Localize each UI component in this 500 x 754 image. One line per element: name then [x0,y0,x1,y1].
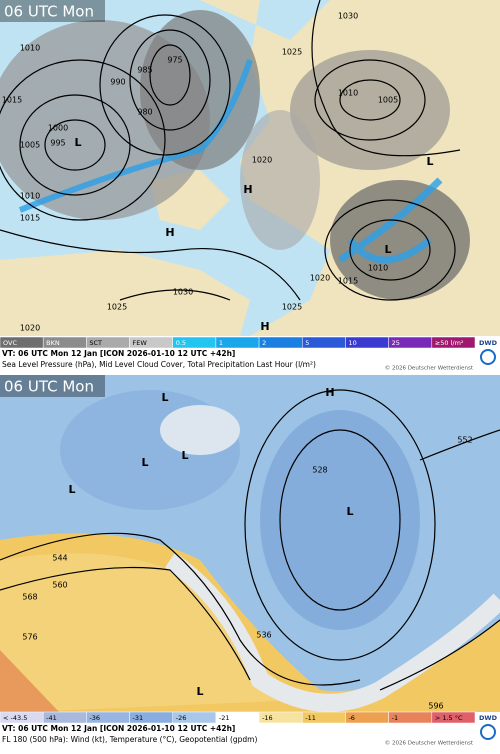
legend-label: > 1.5 °C [435,714,463,722]
legend-label: 0.5 [176,339,186,347]
map-label: 1025 [107,303,127,312]
map-label: 544 [52,554,67,563]
map-label: L [141,456,148,469]
legend-cell [431,711,476,724]
map-label: L [181,449,188,462]
legend-label: BKN [46,339,60,347]
map-label: L [384,243,391,256]
map-label: 552 [457,436,472,445]
map-label: 990 [110,78,125,87]
map-label: 596 [428,702,443,711]
legend-label: ≥50 l/m² [435,339,464,347]
map-label: L [196,685,203,698]
map-label: 1010 [20,192,40,201]
legend-label: SCT [89,339,102,347]
map-label: 1015 [338,277,358,286]
map-label: L [74,136,81,149]
logo-icon [480,349,496,365]
map-label: 1010 [338,89,358,98]
map-label: 995 [50,139,65,148]
legend-label: 2 [262,339,266,347]
panel-title: 06 UTC Mon [4,378,94,396]
map-label: 975 [167,56,182,65]
map-label: 1010 [20,44,40,53]
map-label: 536 [256,631,271,640]
caption-line1: VT: 06 UTC Mon 12 Jan [ICON 2026-01-10 1… [2,349,235,358]
map-label: 1020 [310,274,330,283]
top-map [0,0,500,336]
map-label: L [346,505,353,518]
copyright: © 2026 Deutscher Wetterdienst [385,740,474,747]
map-label: 1005 [378,96,398,105]
caption-line2: Sea Level Pressure (hPa), Mid Level Clou… [2,360,316,369]
legend-label: -31 [133,714,144,722]
map-label: 1025 [282,48,302,57]
map-label: L [426,155,433,168]
logo-text: DWD [479,339,498,347]
logo-text: DWD [479,714,498,722]
title-box [0,375,105,397]
legend-label: -1 [392,714,398,722]
map-label: 560 [52,581,67,590]
map-label: H [325,386,334,399]
logo-icon [480,724,496,740]
legend-label: -21 [219,714,230,722]
map-label: 1020 [252,156,272,165]
bottom-map [0,375,500,713]
legend-label: -16 [262,714,273,722]
map-label: 528 [312,466,327,475]
legend-label: FEW [133,339,148,347]
panel-title: 06 UTC Mon [4,3,94,21]
map-label: 568 [22,593,37,602]
legend-label: 10 [348,339,356,347]
map-label: 1030 [338,12,358,21]
map-label: H [243,183,252,196]
map-label: L [68,483,75,496]
map-label: 1020 [20,324,40,333]
map-label: 576 [22,633,37,642]
map-label: 1025 [282,303,302,312]
map-label: 1010 [368,264,388,273]
legend-label: -11 [305,714,316,722]
map-label: H [260,320,269,333]
legend-label: < -43.5 [3,714,27,722]
map-label: 1000 [48,124,68,133]
legend-label: 5 [305,339,309,347]
logo-bg [476,337,500,373]
map-label: 985 [137,66,152,75]
map-label: 1015 [2,96,22,105]
copyright: © 2026 Deutscher Wetterdienst [385,365,474,372]
caption-line2: FL 180 (500 hPa): Wind (kt), Temperature… [2,735,257,744]
legend-label: -6 [348,714,354,722]
legend-label: 25 [392,339,400,347]
legend-label: -41 [46,714,57,722]
legend-label: OVC [3,339,17,347]
legend-label: -36 [89,714,100,722]
map-label: 980 [137,108,152,117]
title-box [0,0,105,22]
map-label: 1005 [20,141,40,150]
caption-line1: VT: 06 UTC Mon 12 Jan [ICON 2026-01-10 1… [2,724,235,733]
map-label: 1015 [20,214,40,223]
logo-bg [476,712,500,748]
legend-label: -26 [176,714,187,722]
map-label: L [161,391,168,404]
legend-label: 1 [219,339,223,347]
map-label: H [165,226,174,239]
legend-cell [431,336,476,349]
map-label: 1030 [173,288,193,297]
